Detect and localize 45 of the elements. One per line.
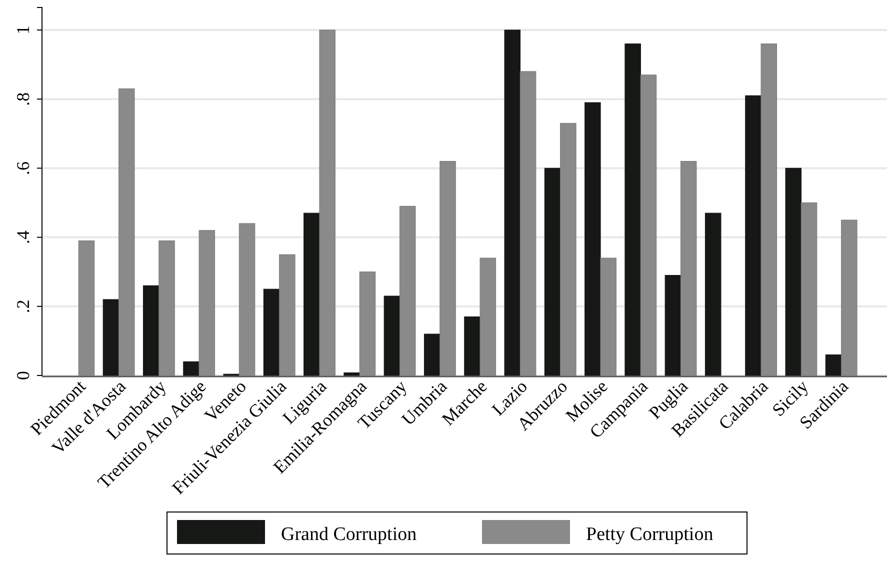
bar <box>704 212 722 376</box>
bar <box>384 296 400 376</box>
bar <box>825 354 842 376</box>
bar <box>464 316 480 376</box>
bar <box>640 74 657 376</box>
bar <box>785 168 802 376</box>
bar <box>800 202 818 376</box>
bar <box>399 206 416 376</box>
y-tick-label: 0 <box>13 371 33 380</box>
bar <box>142 285 160 376</box>
bar <box>198 230 216 376</box>
bar <box>183 361 200 376</box>
bar <box>304 212 320 376</box>
bar <box>424 334 440 376</box>
bar <box>600 258 616 376</box>
bar <box>745 95 762 376</box>
bar <box>520 71 536 376</box>
bar <box>158 240 175 376</box>
legend-label: Grand Corruption <box>281 524 418 545</box>
bar <box>78 240 95 376</box>
bar <box>544 168 561 376</box>
bar <box>480 258 496 376</box>
bar <box>359 272 376 376</box>
bar <box>841 220 858 376</box>
y-tick-label: .8 <box>13 92 33 106</box>
bar <box>279 254 296 376</box>
y-tick-label: .2 <box>13 300 33 314</box>
bar <box>102 299 120 376</box>
y-tick-label: .6 <box>13 161 33 175</box>
bar <box>344 372 360 376</box>
bar <box>504 30 521 376</box>
bar <box>624 44 641 376</box>
bar <box>664 275 682 376</box>
bar <box>118 88 135 376</box>
y-tick-label: 1 <box>13 26 33 34</box>
bar <box>319 30 336 376</box>
legend-label: Petty Corruption <box>586 524 714 545</box>
bar <box>584 102 601 376</box>
bar <box>560 122 576 376</box>
bar <box>238 223 256 376</box>
bar <box>680 160 697 376</box>
bar <box>263 288 280 376</box>
bar <box>440 160 456 376</box>
bar <box>760 44 778 376</box>
y-tick-label: .4 <box>13 230 33 244</box>
